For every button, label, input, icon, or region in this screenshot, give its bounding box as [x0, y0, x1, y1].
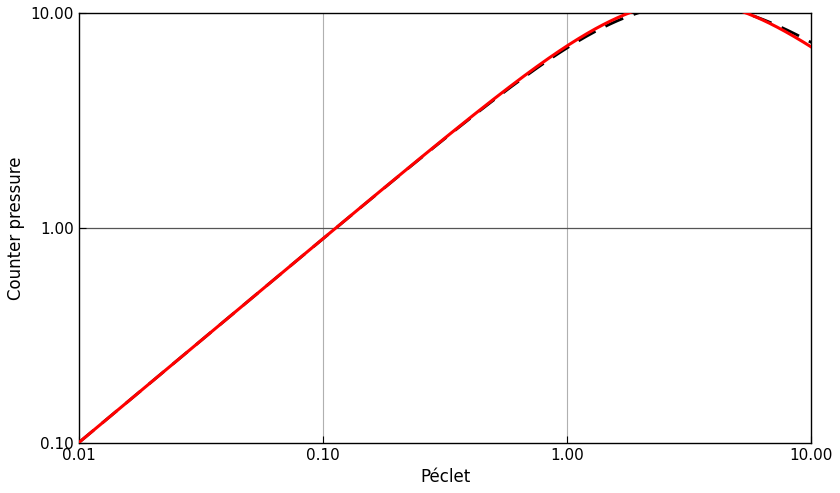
Y-axis label: Counter pressure: Counter pressure — [7, 156, 25, 300]
X-axis label: Péclet: Péclet — [420, 468, 470, 486]
